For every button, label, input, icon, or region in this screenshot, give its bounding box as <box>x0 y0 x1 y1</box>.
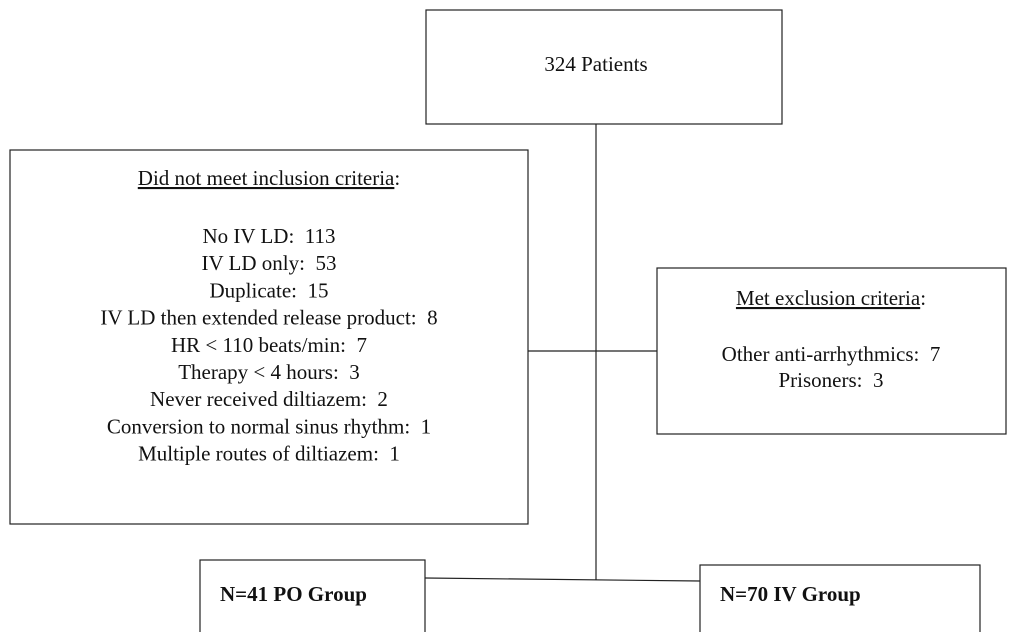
total-label: 324 Patients <box>544 52 647 76</box>
heading-text: Did not meet inclusion criteria <box>138 166 395 190</box>
criteria-item: IV LD then extended release product: 8 <box>100 306 437 330</box>
iv-label: N=70 IV Group <box>720 582 861 606</box>
heading-colon: : <box>394 166 400 190</box>
criteria-item: Never received diltiazem: 2 <box>150 387 388 411</box>
exclusion-heading: Met exclusion criteria: <box>736 286 926 310</box>
box-total <box>425 9 783 125</box>
criteria-item: Duplicate: 15 <box>210 278 329 302</box>
criteria-item: HR < 110 beats/min: 7 <box>171 333 367 357</box>
box-inclusion <box>9 149 529 525</box>
connector <box>424 577 701 582</box>
heading-colon: : <box>920 286 926 310</box>
box-exclusion <box>656 267 1007 435</box>
criteria-item: Multiple routes of diltiazem: 1 <box>138 442 400 466</box>
criteria-item: Prisoners: 3 <box>779 368 884 392</box>
box-po <box>199 559 426 632</box>
criteria-item: Conversion to normal sinus rhythm: 1 <box>107 414 431 438</box>
criteria-item: IV LD only: 53 <box>202 251 337 275</box>
po-label: N=41 PO Group <box>220 582 367 606</box>
inclusion-heading: Did not meet inclusion criteria: <box>138 166 400 190</box>
heading-text: Met exclusion criteria <box>736 286 921 310</box>
criteria-item: No IV LD: 113 <box>203 224 336 248</box>
criteria-item: Other anti-arrhythmics: 7 <box>722 342 941 366</box>
box-iv <box>699 564 981 632</box>
criteria-item: Therapy < 4 hours: 3 <box>178 360 360 384</box>
